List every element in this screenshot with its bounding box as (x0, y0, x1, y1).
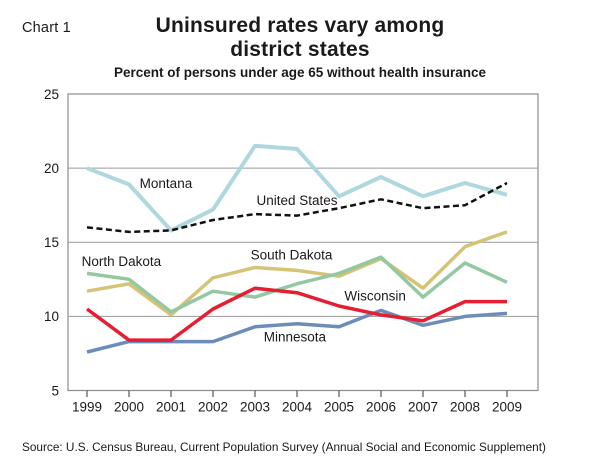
x-tick-label-2006: 2006 (366, 400, 396, 415)
y-tick-label-20: 20 (44, 161, 59, 176)
x-tick-label-1999: 1999 (72, 400, 102, 415)
annotation-wisconsin: Wisconsin (344, 288, 406, 303)
x-tick-label-2002: 2002 (198, 400, 228, 415)
y-tick-label-25: 25 (44, 87, 59, 102)
x-tick-label-2000: 2000 (114, 400, 144, 415)
chart-subtitle: Percent of persons under age 65 without … (113, 65, 487, 80)
x-tick-label-2003: 2003 (240, 400, 270, 415)
plot-border (67, 93, 539, 392)
series-line-wisconsin (85, 286, 507, 342)
x-tick-label-2009: 2009 (492, 400, 522, 415)
series-line-south-dakota (86, 230, 508, 317)
chart-title: Uninsured rates vary among district stat… (0, 14, 600, 62)
series-line-north-dakota (86, 255, 508, 314)
x-tick-label-2001: 2001 (156, 400, 186, 415)
annotation-united-states: United States (256, 193, 337, 208)
y-tick-label-10: 10 (44, 309, 59, 324)
annotation-minnesota: Minnesota (264, 330, 327, 345)
chart-title-line1: Uninsured rates vary among (155, 14, 445, 37)
x-tick-label-2005: 2005 (324, 400, 354, 415)
x-tick-label-2004: 2004 (282, 400, 313, 415)
annotation-south-dakota: South Dakota (251, 247, 333, 262)
y-tick-label-15: 15 (44, 235, 59, 250)
series-line-montana (86, 143, 508, 233)
annotation-montana: Montana (140, 176, 193, 191)
chart-number-label: Chart 1 (22, 20, 71, 36)
x-tick-label-2007: 2007 (408, 400, 438, 415)
x-tick-label-2008: 2008 (450, 400, 480, 415)
source-note: Source: U.S. Census Bureau, Current Popu… (22, 440, 546, 454)
y-tick-label-5: 5 (51, 383, 59, 398)
chart-title-line2: district states (230, 38, 370, 62)
annotation-north-dakota: North Dakota (82, 254, 162, 269)
series-line-united-states (86, 181, 508, 234)
